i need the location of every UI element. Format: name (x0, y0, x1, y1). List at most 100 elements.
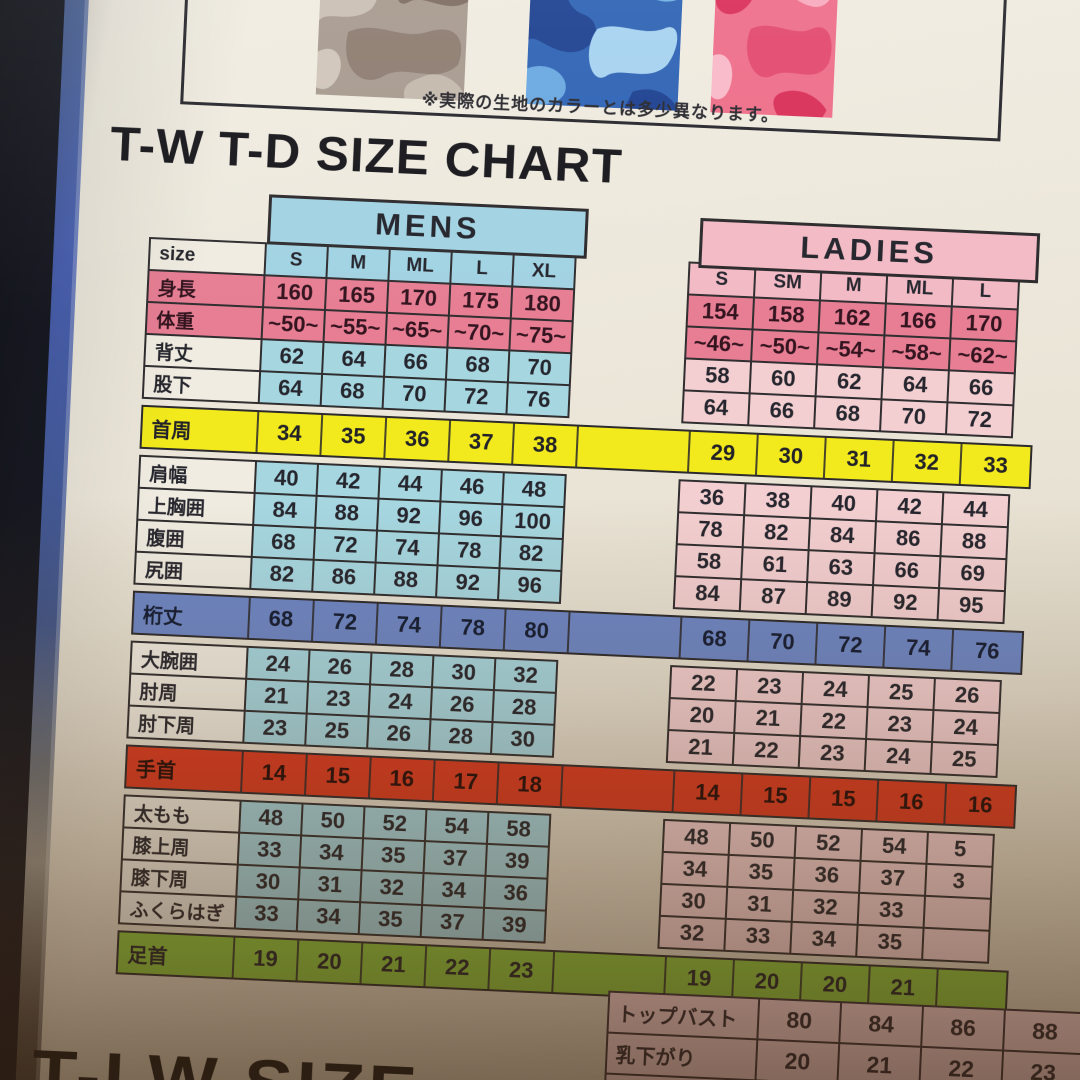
mens-value: 68 (249, 597, 315, 641)
ladies-value: 25 (929, 740, 999, 778)
row-label: 足首 (117, 932, 236, 978)
ladies-value: 23 (1000, 1049, 1080, 1080)
mens-value: 78 (440, 606, 507, 650)
ladies-value: 29 (689, 431, 759, 475)
mens-value: 32 (359, 869, 425, 907)
mens-value: 175 (447, 282, 514, 320)
ladies-value: 95 (936, 587, 1006, 625)
column-gap (569, 384, 682, 423)
ladies-value: 68 (813, 395, 883, 433)
ladies-value: 24 (863, 737, 934, 775)
mens-value: 17 (433, 760, 500, 804)
mens-value: 33 (236, 831, 303, 869)
column-gap (561, 766, 676, 812)
mens-value: 37 (419, 903, 486, 941)
ladies-value: 33 (982, 452, 1009, 479)
mens-value: ~65~ (384, 311, 450, 349)
row-label: 尻囲 (133, 550, 253, 590)
column-gap (568, 612, 683, 658)
mens-size-column-header: ML (387, 247, 453, 285)
mens-value: 44 (377, 465, 443, 503)
row-label: 桁丈 (133, 592, 251, 638)
mens-size-column-header: XL (511, 253, 577, 291)
ladies-value: 72 (944, 401, 1015, 439)
mens-value: 46 (439, 468, 505, 506)
ladies-value: 34 (789, 920, 859, 958)
mens-value: 100 (499, 503, 566, 541)
mens-value: 33 (233, 895, 300, 933)
ladies-value: 16 (877, 780, 948, 824)
mens-value: 42 (315, 462, 381, 500)
ladies-value: 15 (741, 774, 812, 818)
mens-value: 54 (423, 808, 490, 845)
mens-value: 32 (492, 657, 559, 694)
mens-value: 66 (382, 343, 449, 381)
ladies-value: 74 (884, 626, 955, 670)
ladies-value: 89 (804, 581, 875, 619)
row-label: ふくらはぎ (117, 890, 238, 930)
mens-value: 48 (238, 799, 304, 837)
mens-value: 88 (373, 561, 439, 599)
row-label: 肘下周 (126, 704, 246, 744)
mens-value: 78 (436, 532, 502, 570)
mens-value: 74 (374, 529, 441, 567)
row-label: 首周 (141, 406, 260, 453)
ladies-value: 76 (974, 637, 1000, 664)
mens-value: 160 (262, 274, 328, 312)
mens-value: 26 (366, 715, 432, 753)
mens-value: 35 (360, 837, 427, 875)
mens-value: 14 (242, 751, 308, 795)
mens-value: 38 (513, 423, 579, 467)
page-title: T-W T-D SIZE CHART (109, 118, 624, 195)
mens-value: 82 (249, 555, 315, 593)
row-label: 手首 (126, 746, 244, 792)
mens-value: 36 (385, 417, 452, 461)
mens-value: 76 (505, 381, 571, 419)
mens-value: 23 (242, 709, 308, 747)
mens-value: 37 (449, 420, 516, 464)
mens-value: 68 (250, 523, 317, 561)
ladies-value: 66 (747, 392, 817, 430)
mens-value: 28 (428, 718, 494, 756)
mens-size-column-header: M (325, 245, 391, 282)
ladies-value: 84 (672, 575, 743, 613)
mens-size-column-header: S (263, 242, 329, 280)
column-gap (561, 570, 674, 609)
ladies-value: 88 (1002, 1008, 1080, 1056)
paper-sheet: ※実際の生地のカラーとは多少異なります。 T-W T-D SIZE CHART … (9, 0, 1080, 1080)
ladies-value: 20 (754, 1038, 841, 1080)
ladies-value: 70 (879, 398, 949, 436)
ladies-value: 35 (855, 923, 925, 961)
mens-value: 180 (509, 285, 576, 323)
ladies-value: 15 (809, 777, 880, 821)
mens-value: 18 (497, 763, 564, 807)
mens-value: 52 (362, 805, 428, 843)
mens-value: 84 (252, 491, 318, 529)
mens-value: 72 (312, 600, 379, 644)
mens-value: 19 (233, 937, 300, 981)
mens-value: ~70~ (446, 314, 512, 352)
mens-value: 92 (435, 564, 501, 602)
mens-value: 36 (482, 874, 549, 912)
ladies-value: 21 (665, 728, 736, 767)
mens-value: 82 (498, 535, 564, 573)
column-gap (545, 910, 658, 949)
ladies-value: 16 (967, 791, 994, 818)
mens-value: 30 (235, 863, 301, 901)
mens-value: 21 (243, 677, 310, 715)
mens-value: 25 (304, 712, 370, 750)
mens-value: 34 (421, 872, 487, 909)
mens-value: 96 (437, 500, 504, 538)
mens-value: 50 (300, 802, 366, 840)
next-chart-title-cut-off: T-LW SIZE (30, 1035, 421, 1080)
mens-value: ~50~ (260, 306, 327, 344)
ladies-value: 14 (673, 771, 744, 815)
mens-value: 23 (305, 680, 372, 718)
ladies-value: 92 (870, 584, 941, 622)
ladies-value: 68 (680, 617, 751, 661)
ladies-value: 22 (731, 731, 802, 770)
ladies-value: 64 (681, 389, 751, 427)
ladies-value: 32 (657, 914, 727, 952)
mens-value: 68 (444, 346, 511, 384)
